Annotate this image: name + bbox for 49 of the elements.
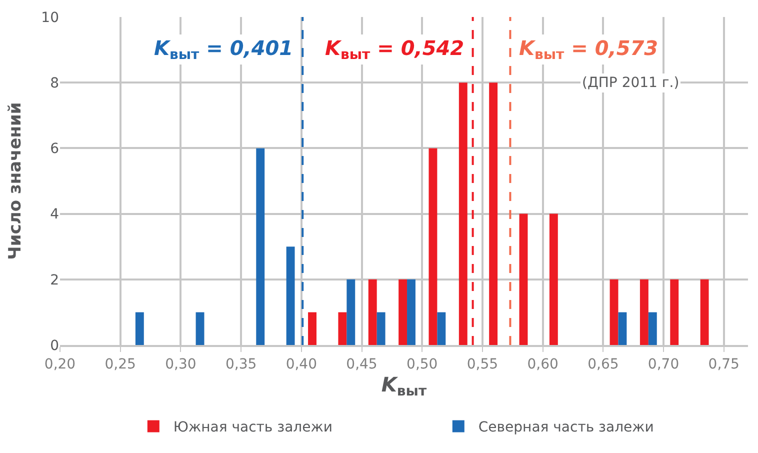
bar <box>338 312 347 345</box>
bar <box>700 279 709 345</box>
y-tick-label: 6 <box>50 141 60 158</box>
x-tick-label: 0,25 <box>104 356 136 373</box>
x-tick-label: 0,70 <box>648 356 680 373</box>
x-tick-label: 0,60 <box>527 356 558 373</box>
bar <box>648 312 657 345</box>
legend-label: Южная часть залежи <box>173 420 332 436</box>
x-tick-label: 0,35 <box>225 356 257 373</box>
bar <box>458 82 468 345</box>
bar <box>346 279 356 345</box>
bar <box>670 279 679 345</box>
bar <box>286 246 295 345</box>
x-tick-label: 0,55 <box>466 356 498 373</box>
y-tick-label: 10 <box>41 10 59 26</box>
bar <box>428 148 438 345</box>
x-tick-label: 0,30 <box>165 356 196 373</box>
bar <box>640 279 648 345</box>
y-tick-label: 0 <box>50 338 59 354</box>
x-tick-label: 0,75 <box>708 356 740 373</box>
x-tick-label: 0,20 <box>44 356 76 373</box>
annotation: (ДПР 2011 г.) <box>582 75 680 91</box>
x-tick-label: 0,50 <box>406 356 438 373</box>
y-tick-label: 2 <box>50 272 59 288</box>
bar <box>610 279 618 345</box>
legend-label: Северная часть залежи <box>478 420 654 436</box>
bar <box>308 312 316 345</box>
bar <box>519 214 528 345</box>
ref-line-label: K$_{выт}$ = 0,573 <box>519 36 658 64</box>
ref-line-label: K$_{выт}$ = 0,542 <box>325 36 464 64</box>
y-axis-title: Число значений <box>6 102 26 260</box>
bar <box>618 312 627 345</box>
x-tick-label: 0,65 <box>588 356 619 373</box>
ref-line-label: K$_{выт}$ = 0,401 <box>154 36 294 64</box>
bar <box>489 82 498 345</box>
bar <box>407 279 416 345</box>
bar <box>256 148 265 345</box>
bar <box>196 312 204 345</box>
bar <box>135 312 144 345</box>
bar <box>376 312 386 345</box>
bar <box>368 279 377 345</box>
y-tick-label: 4 <box>50 206 60 223</box>
x-tick-label: 0,45 <box>346 356 378 373</box>
bar <box>437 312 446 345</box>
x-axis-title: K$_{выт}$ <box>381 372 428 400</box>
y-tick-label: 8 <box>50 76 59 92</box>
bar <box>398 279 408 345</box>
bar <box>549 214 558 345</box>
x-tick-label: 0,40 <box>286 356 317 373</box>
